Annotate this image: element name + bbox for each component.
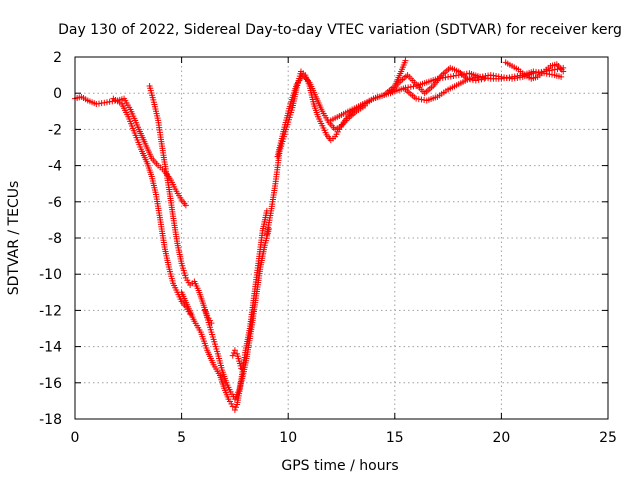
tick-labels: 0 5 10 15 20 25 -18 -16 -14 -12 -10 -8 -6 -4 -2 0 2 <box>39 50 617 446</box>
data-point <box>229 403 236 410</box>
y-tick-label: -10 <box>39 267 62 283</box>
data-point <box>472 77 479 84</box>
data-markers <box>72 57 567 413</box>
data-point <box>238 365 245 372</box>
y-tick-label: -14 <box>39 340 62 356</box>
data-point <box>182 202 189 209</box>
y-tick-label: -12 <box>39 303 62 319</box>
x-tick-label: 20 <box>492 430 510 446</box>
data-point <box>475 76 482 83</box>
series-track-a <box>72 93 189 209</box>
data-point <box>558 73 565 80</box>
y-tick-label: -4 <box>48 159 62 175</box>
y-axis-label: SDTVAR / TECUs <box>6 181 22 296</box>
data-point <box>231 347 238 354</box>
data-point <box>230 349 237 356</box>
x-tick-label: 0 <box>71 430 80 446</box>
series-track-l <box>502 59 567 82</box>
x-tick-label: 5 <box>177 430 186 446</box>
x-tick-label: 15 <box>386 430 404 446</box>
data-point <box>478 76 485 83</box>
series-track-h <box>274 72 368 160</box>
data-point <box>231 406 238 413</box>
data-point <box>402 57 409 64</box>
data-point <box>464 75 471 82</box>
y-tick-label: -2 <box>48 122 62 138</box>
x-tick-label: 25 <box>599 430 617 446</box>
plot-frame <box>74 56 609 420</box>
series-track-g <box>263 57 409 238</box>
y-tick-label: -6 <box>48 195 62 211</box>
x-tick-label: 10 <box>279 430 297 446</box>
chart-title: Day 130 of 2022, Sidereal Day-to-day VTE… <box>58 22 622 38</box>
y-tick-label: 0 <box>53 86 62 102</box>
data-point <box>229 352 236 359</box>
y-tick-label: -8 <box>48 231 62 247</box>
series-track-d <box>178 207 270 413</box>
data-point <box>469 76 476 83</box>
data-point <box>481 75 488 82</box>
data-point <box>467 76 474 83</box>
series-track-f <box>229 347 245 372</box>
y-tick-label: -18 <box>39 412 62 428</box>
data-point <box>560 68 567 75</box>
series-track-k <box>387 64 488 97</box>
data-point <box>232 404 239 411</box>
series-track-e <box>202 225 273 403</box>
series-track-b <box>110 95 194 318</box>
y-tick-label: -16 <box>39 376 62 392</box>
series-track-c <box>146 82 215 327</box>
x-axis-label: GPS time / hours <box>281 458 398 474</box>
y-tick-label: 2 <box>53 50 62 66</box>
